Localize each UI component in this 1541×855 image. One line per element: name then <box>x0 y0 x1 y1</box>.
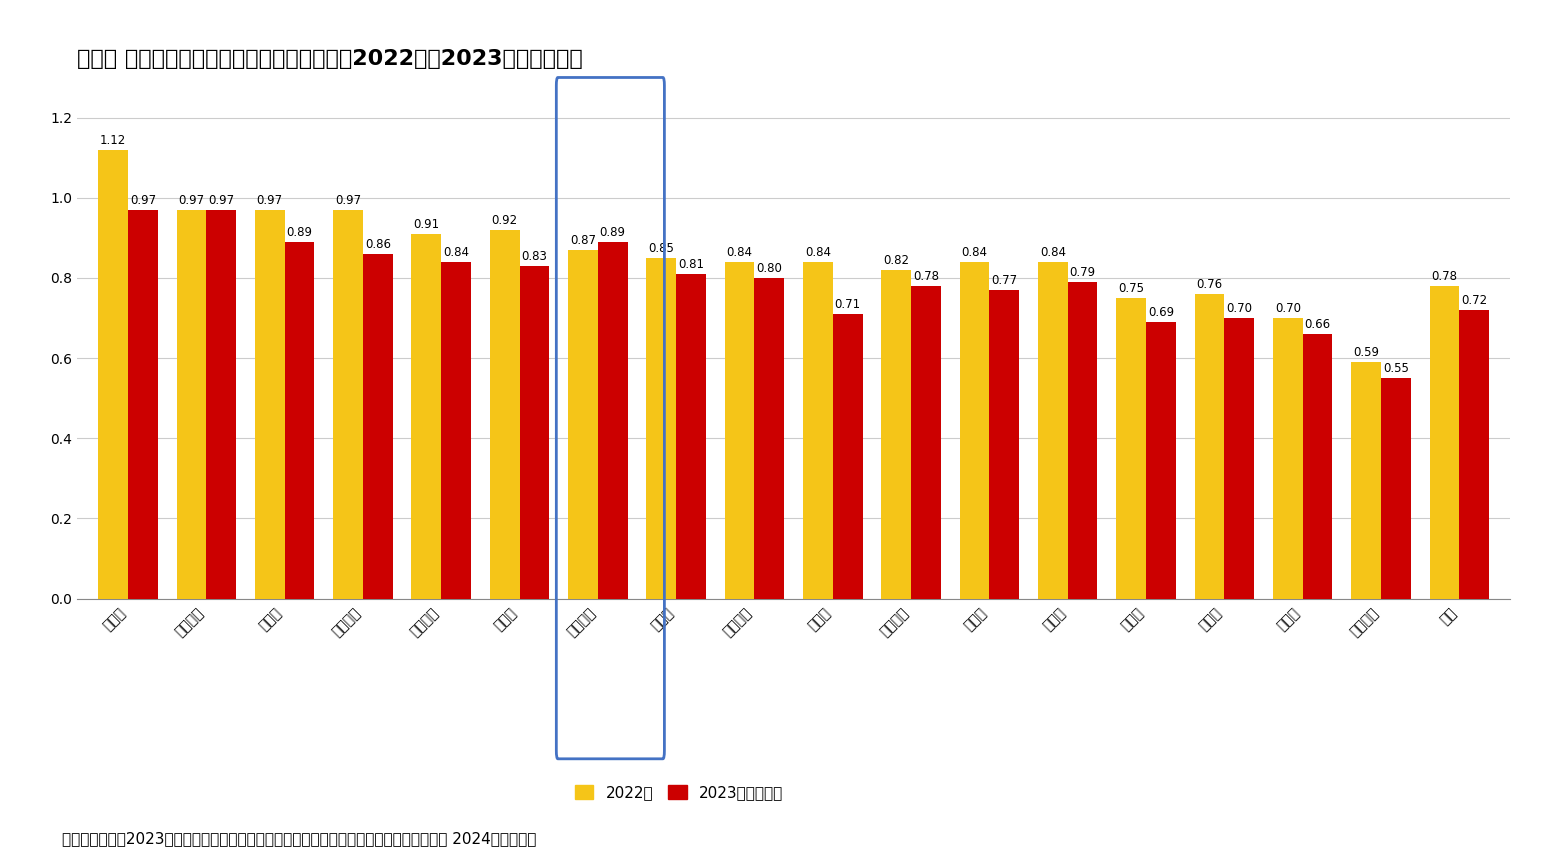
Bar <box>1147 322 1176 598</box>
Text: 0.97: 0.97 <box>179 194 205 207</box>
Text: 0.70: 0.70 <box>1227 302 1253 315</box>
Text: 0.91: 0.91 <box>413 218 439 231</box>
Text: 0.83: 0.83 <box>521 250 547 263</box>
Text: 0.78: 0.78 <box>912 270 938 283</box>
Text: 0.72: 0.72 <box>1461 294 1487 307</box>
Bar <box>911 286 942 598</box>
Bar <box>128 209 157 598</box>
Text: 0.69: 0.69 <box>1148 306 1174 319</box>
Text: 0.78: 0.78 <box>1432 270 1458 283</box>
Text: 0.84: 0.84 <box>726 246 752 259</box>
Bar <box>960 262 989 598</box>
Text: 0.70: 0.70 <box>1274 302 1301 315</box>
Bar <box>1351 362 1381 598</box>
Bar <box>676 274 706 598</box>
Bar <box>569 250 598 598</box>
Bar <box>755 278 784 598</box>
Bar <box>285 242 314 598</box>
Bar <box>724 262 755 598</box>
Bar <box>1225 318 1254 598</box>
Bar <box>1194 294 1225 598</box>
Bar <box>646 258 676 598</box>
Bar <box>441 262 472 598</box>
Text: 0.84: 0.84 <box>1040 246 1066 259</box>
Text: 1.12: 1.12 <box>100 134 126 147</box>
Text: 0.92: 0.92 <box>492 214 518 227</box>
Text: 0.59: 0.59 <box>1353 346 1379 359</box>
Bar <box>1116 298 1147 598</box>
Bar <box>206 209 236 598</box>
Bar <box>362 254 393 598</box>
Bar <box>490 230 519 598</box>
Bar <box>989 290 1019 598</box>
Text: 0.55: 0.55 <box>1382 363 1408 375</box>
Text: 0.85: 0.85 <box>649 242 675 255</box>
Bar <box>99 150 128 598</box>
Text: 0.97: 0.97 <box>257 194 282 207</box>
Text: 0.89: 0.89 <box>599 226 626 239</box>
Bar <box>881 270 911 598</box>
Text: 0.86: 0.86 <box>365 238 391 251</box>
Bar <box>254 209 285 598</box>
Text: 0.84: 0.84 <box>804 246 831 259</box>
Text: 0.84: 0.84 <box>962 246 988 259</box>
Legend: 2022年, 2023年（暫定）: 2022年, 2023年（暫定） <box>569 779 789 806</box>
Bar <box>1039 262 1068 598</box>
Text: 0.84: 0.84 <box>444 246 468 259</box>
Text: 0.97: 0.97 <box>208 194 234 207</box>
Text: 出所）統計庁「2023年人口動向調査出生・死亡統計（暫定）」より筆者作成、最終利用日 2024年３月１日: 出所）統計庁「2023年人口動向調査出生・死亡統計（暫定）」より筆者作成、最終利… <box>62 831 536 846</box>
Text: 0.80: 0.80 <box>757 262 783 275</box>
Bar <box>598 242 627 598</box>
Text: 図表２ 韓国における地域別合計特殊出生率（2022年と2023年（暫定））: 図表２ 韓国における地域別合計特殊出生率（2022年と2023年（暫定）） <box>77 49 582 68</box>
Bar <box>177 209 206 598</box>
Text: 0.71: 0.71 <box>835 298 861 311</box>
Text: 0.66: 0.66 <box>1305 318 1330 331</box>
Text: 0.82: 0.82 <box>883 254 909 267</box>
Bar <box>1381 378 1410 598</box>
Bar <box>411 233 441 598</box>
Text: 0.79: 0.79 <box>1069 266 1096 279</box>
Text: 0.75: 0.75 <box>1119 282 1143 295</box>
Bar <box>1459 310 1489 598</box>
Bar <box>519 266 549 598</box>
Bar <box>803 262 832 598</box>
Bar <box>1430 286 1459 598</box>
Text: 0.97: 0.97 <box>129 194 156 207</box>
Bar <box>832 314 863 598</box>
Text: 0.87: 0.87 <box>570 234 596 247</box>
Bar <box>1068 282 1097 598</box>
Text: 0.89: 0.89 <box>287 226 313 239</box>
Text: 0.97: 0.97 <box>334 194 361 207</box>
Text: 0.77: 0.77 <box>991 274 1017 287</box>
Text: 0.81: 0.81 <box>678 258 704 271</box>
Bar <box>333 209 362 598</box>
Bar <box>1302 334 1333 598</box>
Text: 0.76: 0.76 <box>1196 278 1222 291</box>
Bar <box>1273 318 1302 598</box>
